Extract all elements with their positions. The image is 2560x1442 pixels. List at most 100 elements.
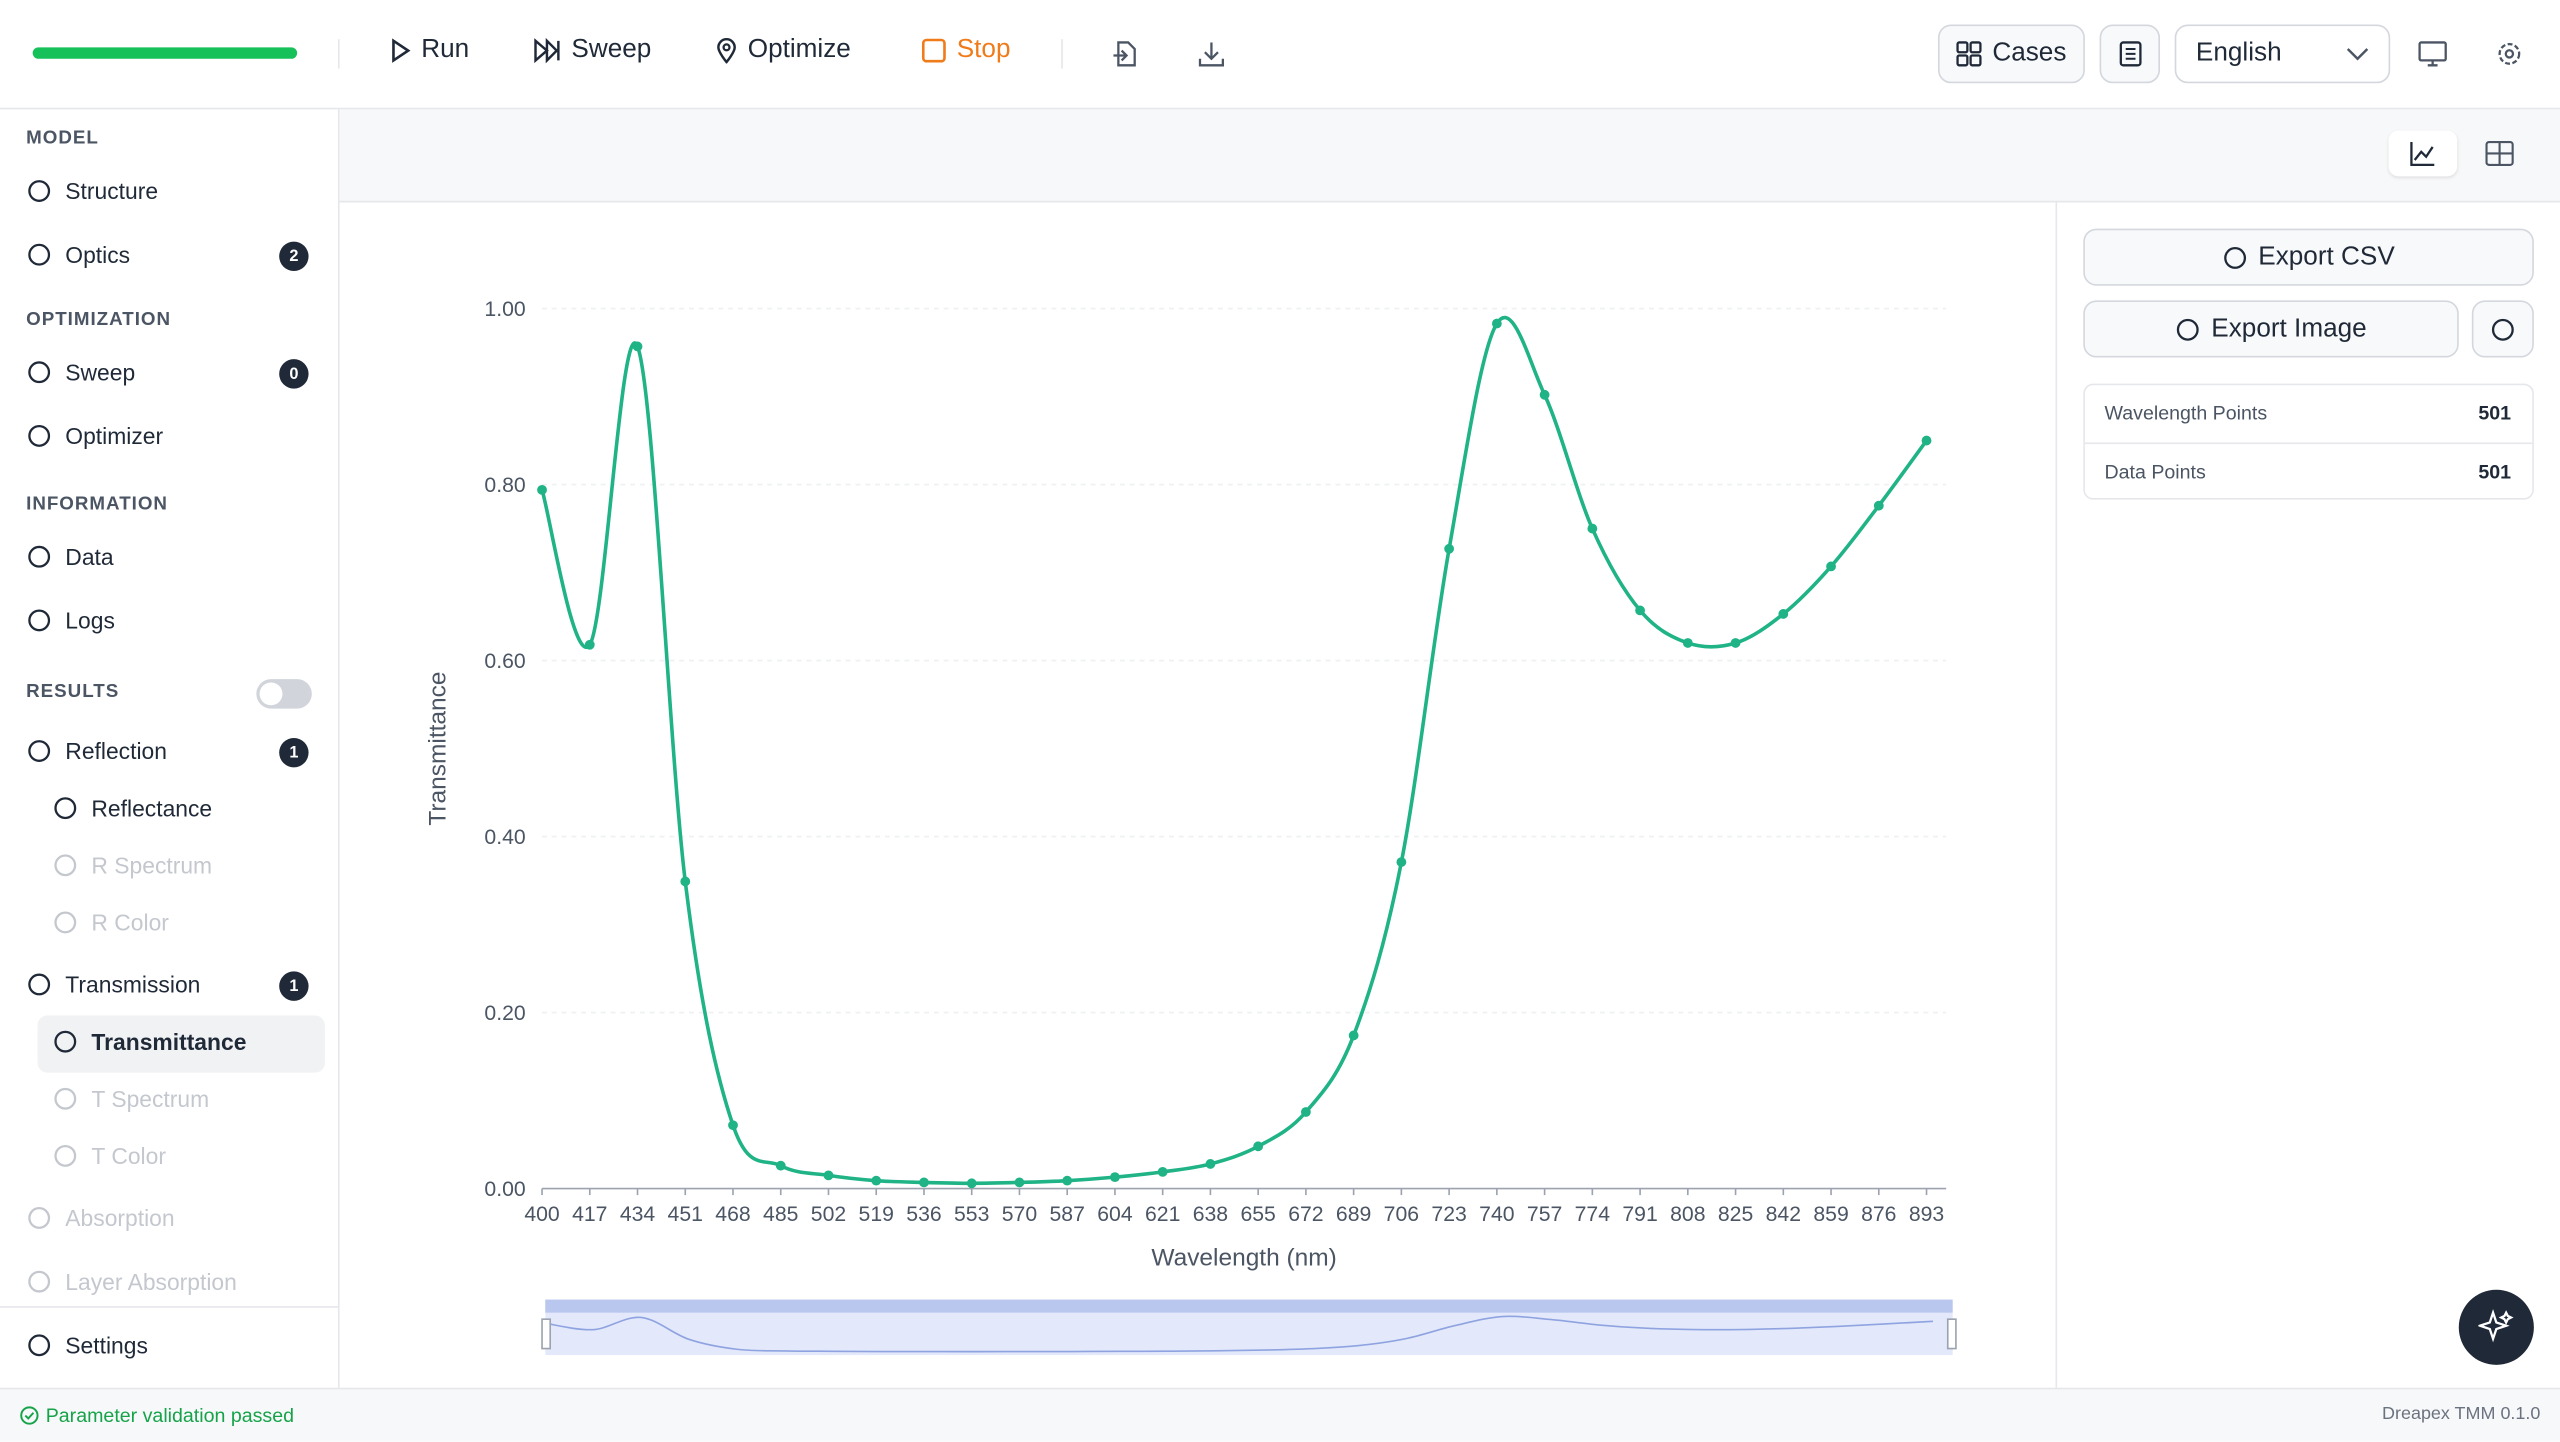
data-point (1539, 389, 1550, 400)
x-tick-label: 706 (1384, 1203, 1419, 1226)
label: Optimizer (65, 422, 164, 449)
y-tick-label: 0.40 (484, 826, 525, 849)
icon (28, 1334, 51, 1357)
label: Layer Absorption (65, 1268, 237, 1295)
nav-item[interactable]: Sweep (26, 359, 135, 385)
x-tick-label: 723 (1431, 1203, 1466, 1226)
x-tick-label: 859 (1813, 1203, 1848, 1226)
data-point (537, 484, 547, 495)
divider (0, 1306, 338, 1308)
language-select[interactable]: English (2174, 24, 2391, 84)
nav-subitem[interactable]: Transmittance (52, 1029, 246, 1055)
nav-subitem: R Spectrum (52, 852, 212, 878)
download-icon[interactable] (1197, 39, 1226, 68)
label: Optimize (747, 35, 851, 64)
label: Settings (65, 1332, 148, 1359)
data-point (1730, 638, 1741, 648)
nav-item[interactable]: Structure (26, 178, 158, 204)
run-button[interactable]: Run (389, 36, 469, 65)
nav-subitem[interactable]: Reflectance (52, 795, 212, 821)
icon (28, 740, 51, 762)
chart-header (339, 109, 2560, 203)
nav-item[interactable]: Optimizer (26, 423, 163, 449)
label: R Color (91, 909, 169, 936)
label: Optics (65, 241, 131, 268)
label: Export Image (2211, 314, 2367, 343)
table-view-toggle[interactable] (2485, 140, 2514, 166)
optimize-button[interactable]: Optimize (715, 36, 851, 65)
cases-button[interactable]: Cases (1937, 24, 2085, 84)
y-tick-label: 0.00 (484, 1178, 525, 1201)
divider (2055, 200, 2058, 1388)
data-point (775, 1160, 786, 1171)
stats-card (2083, 383, 2534, 500)
range-slider-bar (545, 1299, 1953, 1313)
section-title: RESULTS (26, 682, 120, 703)
x-axis-title: Wavelength (nm) (1151, 1244, 1336, 1271)
icon (28, 424, 51, 447)
chart-view-toggle[interactable] (2388, 130, 2458, 177)
data-point (1348, 1030, 1359, 1041)
x-tick-label: 774 (1575, 1203, 1611, 1226)
x-tick-label: 621 (1145, 1203, 1180, 1226)
range-handle (541, 1318, 552, 1350)
export-button[interactable]: Export Image (2083, 300, 2459, 358)
icon (54, 1144, 77, 1167)
display-icon[interactable] (2418, 39, 2447, 68)
x-tick-label: 791 (1622, 1203, 1657, 1226)
icon (54, 797, 77, 820)
stat-label: Wavelength Points (2104, 401, 2268, 425)
nav-item[interactable]: Transmission (26, 971, 200, 998)
stat-value: 501 (2478, 460, 2512, 484)
divider (1061, 39, 1063, 69)
copy-button[interactable] (2471, 300, 2534, 358)
status-message: Parameter validation passed (20, 1404, 294, 1427)
assistant-button[interactable] (2458, 1289, 2534, 1365)
data-point (1062, 1175, 1073, 1186)
y-axis-title: Transmittance (425, 672, 452, 826)
data-point (1587, 523, 1598, 534)
stop-button[interactable]: Stop (921, 36, 1010, 65)
notes-button[interactable] (2099, 24, 2160, 84)
data-point (1682, 638, 1693, 648)
badge: 0 (279, 359, 309, 389)
filter-toggle[interactable] (256, 679, 312, 709)
chart: 0.00 0.20 0.40 0.60 0.80 1.00 400 417 434 451 468 4… (425, 298, 1957, 1356)
x-tick-label: 604 (1097, 1203, 1133, 1226)
toolbar (0, 0, 2560, 110)
y-tick-label: 0.20 (484, 1002, 525, 1025)
settings-icon[interactable] (2495, 39, 2524, 68)
x-tick-label: 519 (859, 1203, 894, 1226)
icon (28, 973, 51, 996)
badge: 2 (279, 241, 309, 272)
section-title: OPTIMIZATION (26, 310, 172, 330)
sidebar (0, 109, 340, 1388)
data-point (1491, 318, 1502, 329)
settings-item[interactable]: Settings (26, 1332, 148, 1358)
x-tick-label: 417 (572, 1203, 607, 1226)
nav-item[interactable]: Logs (26, 607, 115, 633)
x-tick-label: 502 (811, 1203, 846, 1226)
label: Reflection (65, 737, 167, 765)
label: Sweep (65, 359, 136, 386)
import-icon[interactable] (1110, 39, 1139, 68)
label: Cases (1992, 39, 2067, 67)
label: Sweep (571, 35, 652, 64)
sweep-button[interactable]: Sweep (532, 36, 651, 65)
export-button[interactable]: Export CSV (2083, 228, 2534, 286)
data-point (584, 639, 595, 650)
nav-subitem: T Color (52, 1143, 166, 1169)
label: Export CSV (2258, 242, 2395, 271)
nav-item[interactable]: Optics (26, 242, 130, 268)
x-tick-label: 553 (954, 1203, 989, 1226)
nav-item[interactable]: Reflection (26, 738, 167, 764)
section-title: INFORMATION (26, 494, 168, 515)
x-tick-label: 672 (1288, 1203, 1323, 1226)
icon (28, 1270, 51, 1293)
nav-item[interactable]: Data (26, 544, 114, 570)
icon (2177, 318, 2200, 340)
nav-subitem: T Spectrum (52, 1086, 209, 1112)
data-point (1110, 1172, 1120, 1183)
data-point (1157, 1166, 1168, 1177)
